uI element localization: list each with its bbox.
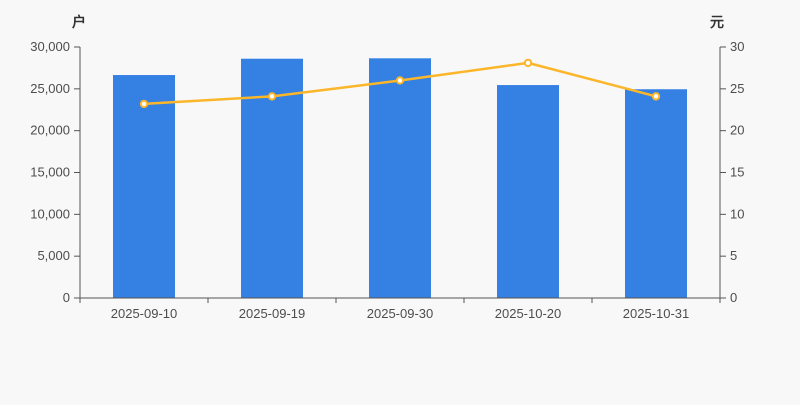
right-axis-tick-label: 25 (730, 81, 744, 96)
left-axis-tick-label: 15,000 (30, 165, 70, 180)
line-point-2025-09-19[interactable] (267, 92, 277, 101)
right-axis-tick-label: 30 (730, 39, 744, 54)
left-axis-tick-label: 0 (63, 290, 70, 305)
category-label: 2025-09-30 (367, 306, 434, 321)
right-axis-tick-label: 20 (730, 123, 744, 138)
left-axis-title: 户 (72, 14, 86, 30)
category-label: 2025-10-20 (495, 306, 562, 321)
line-point-2025-10-20[interactable] (523, 58, 533, 68)
line-point-2025-09-10[interactable] (139, 99, 149, 109)
right-axis-tick-label: 10 (730, 206, 744, 221)
left-axis-tick-label: 10,000 (30, 206, 70, 221)
left-axis-tick-label: 30,000 (30, 39, 70, 54)
bar-2025-10-31[interactable] (625, 89, 687, 298)
bar-2025-09-30[interactable] (369, 58, 431, 298)
left-axis-tick-label: 20,000 (30, 123, 70, 138)
category-label: 2025-09-19 (239, 306, 306, 321)
bar-2025-09-10[interactable] (113, 75, 175, 298)
left-axis-tick-label: 25,000 (30, 81, 70, 96)
category-label: 2025-09-10 (111, 306, 178, 321)
category-label: 2025-10-31 (623, 306, 690, 321)
left-axis-tick-label: 5,000 (37, 248, 70, 263)
right-axis-tick-label: 15 (730, 165, 744, 180)
line-point-2025-09-30[interactable] (395, 76, 405, 85)
right-axis-tick-label: 0 (730, 290, 737, 305)
right-axis-title: 元 (710, 14, 724, 30)
line-point-2025-10-31[interactable] (651, 92, 661, 101)
bar-2025-10-20[interactable] (497, 85, 559, 299)
right-axis-tick-label: 5 (730, 248, 737, 263)
